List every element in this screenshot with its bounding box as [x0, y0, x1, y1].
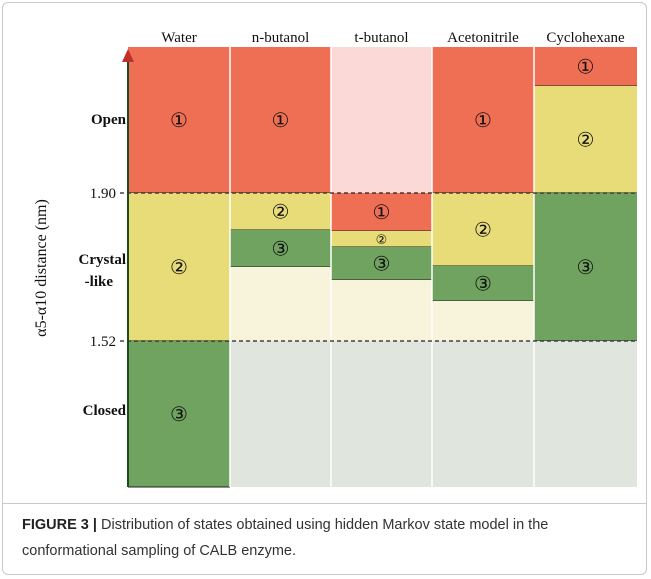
row-label: -like	[85, 274, 114, 290]
state-cell	[331, 341, 432, 487]
state-cell	[331, 231, 432, 247]
state-cell	[331, 47, 432, 193]
state-label: ③	[577, 255, 595, 279]
state-label: ①	[474, 108, 492, 132]
axis-arrow	[122, 49, 134, 62]
tick-label: 1.52	[90, 334, 116, 350]
column-header: n-butanol	[252, 30, 310, 46]
state-cell	[230, 47, 331, 193]
row-label: Crystal	[79, 252, 127, 268]
state-cell	[230, 193, 331, 230]
state-cell	[534, 193, 637, 341]
state-label: ②	[170, 255, 188, 279]
figure: ① ② ③ Water ① ② ③ n-butanol ① ② ③ t-butanol ① ② ③ Aceto…	[33, 30, 637, 488]
state-label: ②	[474, 218, 492, 242]
state-cell	[432, 341, 534, 487]
tick-label: 1.90	[90, 186, 116, 202]
state-label: ③	[272, 237, 290, 261]
state-label: ②	[577, 128, 595, 152]
state-cell	[128, 47, 230, 193]
state-label: ①	[272, 108, 290, 132]
caption-text: Distribution of states obtained using hi…	[22, 517, 549, 559]
state-cell	[534, 86, 637, 193]
state-cell	[432, 301, 534, 341]
row-label: Closed	[83, 403, 127, 419]
state-label: ①	[577, 55, 595, 79]
state-cell	[432, 47, 534, 193]
state-cell	[230, 267, 331, 341]
state-cell	[230, 341, 331, 487]
column-header: Water	[161, 30, 196, 46]
column-header: t-butanol	[354, 30, 408, 46]
state-label: ③	[373, 252, 391, 276]
state-cell	[534, 47, 637, 86]
state-cell	[128, 193, 230, 341]
state-label: ③	[474, 272, 492, 296]
caption: FIGURE 3 | Distribution of states obtain…	[22, 512, 632, 564]
row-label: Open	[91, 112, 127, 128]
axis-label: α5-α10 distance (nm)	[33, 199, 50, 337]
state-cell	[230, 230, 331, 267]
state-cell	[534, 341, 637, 487]
state-cell	[432, 193, 534, 266]
state-label: ①	[170, 108, 188, 132]
state-label: ①	[373, 200, 391, 224]
state-cell	[331, 193, 432, 231]
state-label: ③	[170, 402, 188, 426]
state-cell	[432, 266, 534, 301]
state-cell	[331, 280, 432, 341]
column-header: Acetonitrile	[447, 30, 519, 46]
state-label: ②	[272, 200, 290, 224]
column-header: Cyclohexane	[546, 30, 625, 46]
state-label: ②	[376, 233, 388, 248]
state-cell	[331, 247, 432, 280]
state-cell	[128, 341, 230, 487]
caption-label: FIGURE 3 |	[22, 517, 97, 533]
separator	[2, 503, 647, 504]
